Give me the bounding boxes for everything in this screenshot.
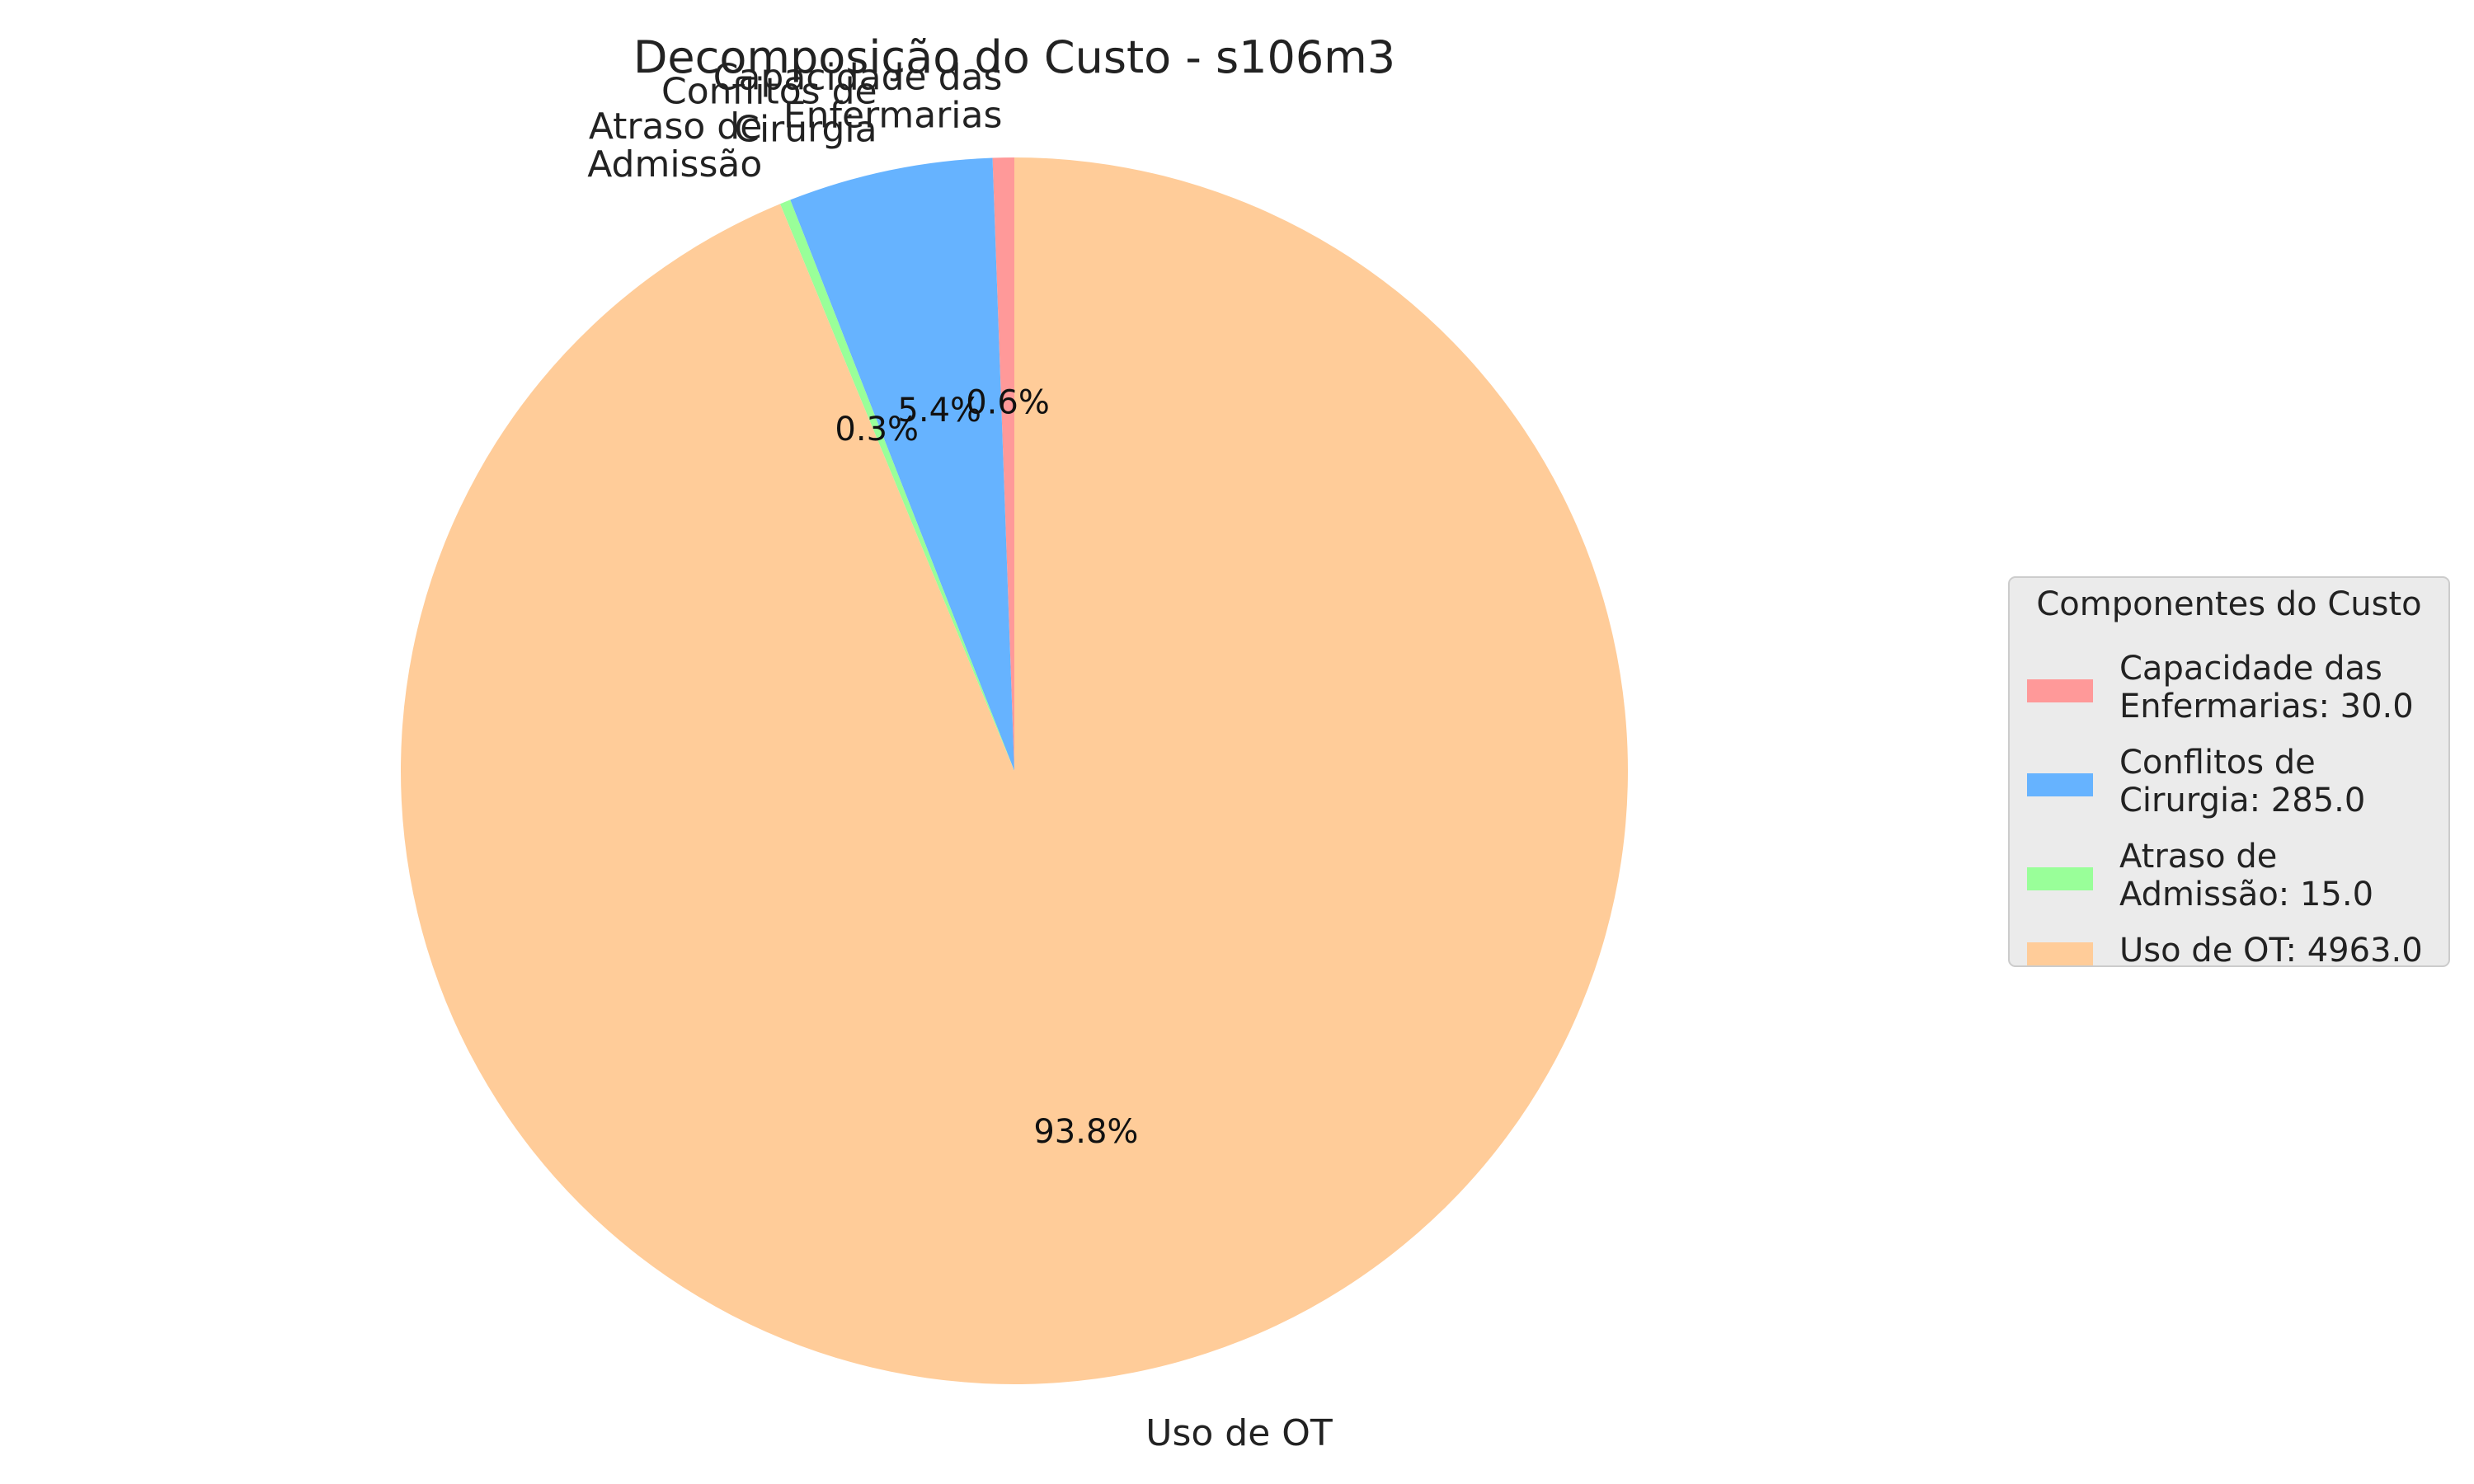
percent-label-4: 93.8% — [1033, 1113, 1138, 1151]
pie-slice-4 — [400, 157, 1628, 1384]
percent-labels: 0.6%5.4%0.3% 93.8% — [835, 384, 1138, 1151]
legend-label-3: Atraso de Admissão: 15.0 — [2119, 838, 2373, 913]
slice-label-1: Capacidade das Enfermarias — [713, 56, 1003, 136]
percent-label-1: 0.6% — [966, 384, 1050, 422]
percent-label-3: 0.3% — [835, 411, 919, 448]
pie-slices — [400, 157, 1628, 1384]
legend: Componentes do Custo Capacidade das Enfer… — [2008, 576, 2450, 970]
legend-title: Componentes do Custo — [2036, 585, 2421, 623]
pie-slice-2 — [790, 157, 1014, 771]
pie-slice-3 — [779, 200, 1014, 772]
legend-swatch-4 — [2027, 942, 2093, 965]
legend-label-1: Capacidade das Enfermarias: 30.0 — [2119, 650, 2414, 726]
legend-swatch-3 — [2027, 867, 2093, 890]
pie-slice-1 — [992, 157, 1014, 771]
slice-label-3: Atraso de Admissão — [587, 105, 762, 185]
chart-title: Decomposição do Custo - s106m3 — [633, 31, 1395, 83]
legend-swatch-1 — [2027, 679, 2093, 702]
legend-box — [2008, 576, 2450, 967]
legend-entries: Capacidade das Enfermarias: 30.0 Conflitos… — [2027, 650, 2423, 970]
legend-label-4: Uso de OT: 4963.0 — [2119, 932, 2423, 970]
legend-swatch-2 — [2027, 773, 2093, 796]
slice-label-4: Uso de OT — [1145, 1411, 1333, 1453]
legend-label-2: Conflitos de Cirurgia: 285.0 — [2119, 744, 2365, 819]
slice-label-2: Conflitos de Cirurgia — [661, 70, 877, 150]
percent-label-2: 5.4% — [897, 392, 981, 430]
